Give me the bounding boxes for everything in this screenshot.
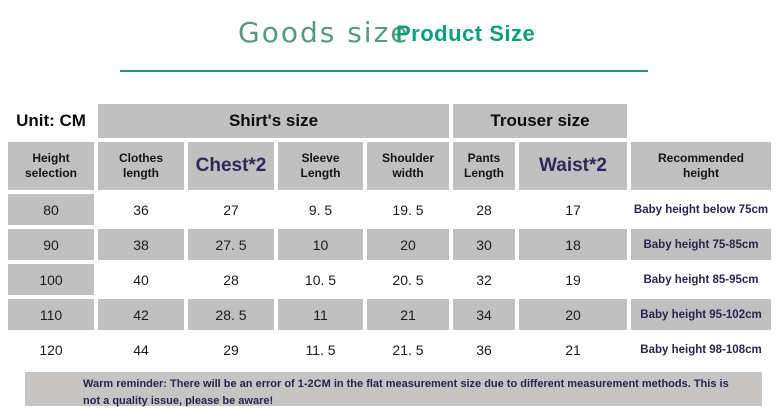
sleeve-length-cell: 11 (278, 299, 363, 330)
height-cell: 80 (8, 194, 94, 225)
col-header-clothes-length: Clothes length (98, 142, 184, 190)
height-cell: 120 (39, 341, 63, 358)
waist-cell: 21 (565, 341, 581, 358)
pants-length-cell: 36 (476, 341, 492, 358)
col-header-shoulder-width: Shoulder width (367, 142, 449, 190)
table-row-120: 120 44 29 11. 5 21. 5 36 21 Baby height … (8, 334, 771, 365)
chest-cell: 28. 5 (188, 299, 274, 330)
waist-cell: 18 (519, 229, 627, 260)
goods-size-subtitle: Goods size (238, 16, 410, 49)
chest-cell: 29 (223, 341, 239, 358)
col-header-sleeve-length: Sleeve Length (278, 142, 363, 190)
clothes-length-cell: 40 (133, 271, 149, 288)
warm-reminder-note: Warm reminder: There will be an error of… (25, 372, 762, 407)
unit-label: Unit: CM (16, 111, 86, 130)
shirt-size-group-header: Shirt's size (98, 104, 449, 138)
height-cell: 90 (8, 229, 94, 260)
col-header-height-selection: Height selection (8, 142, 94, 190)
sleeve-length-cell: 11. 5 (305, 341, 336, 358)
size-table: Unit: CM Shirt's size Trouser size Heigh… (4, 100, 775, 369)
clothes-length-cell: 36 (133, 201, 149, 218)
recommended-height-cell: Baby height 75-85cm (631, 229, 771, 260)
col-header-pants-length: Pants Length (453, 142, 515, 190)
chest-cell: 28 (223, 271, 239, 288)
table-row-100: 100 40 28 10. 5 20. 5 32 19 Baby height … (8, 264, 771, 295)
col-header-chest: Chest*2 (188, 142, 274, 190)
table-row-80: 80 36 27 9. 5 19. 5 28 17 Baby height be… (8, 194, 771, 225)
chest-cell: 27. 5 (188, 229, 274, 260)
shoulder-width-cell: 20 (367, 229, 449, 260)
shoulder-width-cell: 20. 5 (392, 271, 424, 288)
recommended-height-cell: Baby height 85-95cm (643, 273, 759, 286)
col-header-recommended-height: Recommended height (631, 142, 771, 190)
table-row-90: 90 38 27. 5 10 20 30 18 Baby height 75-8… (8, 229, 771, 260)
group-header-row: Unit: CM Shirt's size Trouser size (8, 104, 771, 138)
recommended-height-cell: Baby height below 75cm (633, 203, 769, 216)
waist-cell: 19 (565, 271, 581, 288)
waist-cell: 20 (519, 299, 627, 330)
pants-length-cell: 30 (453, 229, 515, 260)
pants-length-cell: 28 (476, 201, 492, 218)
chest-cell: 27 (223, 201, 239, 218)
pants-length-cell: 34 (453, 299, 515, 330)
clothes-length-cell: 44 (133, 341, 149, 358)
col-header-waist: Waist*2 (519, 142, 627, 190)
header-divider-line (120, 70, 648, 72)
clothes-length-cell: 42 (98, 299, 184, 330)
sleeve-length-cell: 10 (278, 229, 363, 260)
height-cell: 110 (8, 299, 94, 330)
trouser-size-group-header: Trouser size (453, 104, 627, 138)
height-cell: 100 (8, 264, 94, 295)
waist-cell: 17 (565, 201, 581, 218)
shoulder-width-cell: 21 (367, 299, 449, 330)
group-header-spacer (631, 104, 771, 138)
recommended-height-cell: Baby height 98-108cm (640, 343, 762, 356)
clothes-length-cell: 38 (98, 229, 184, 260)
column-header-row: Height selection Clothes length Chest*2 … (8, 142, 771, 190)
pants-length-cell: 32 (476, 271, 492, 288)
table-row-110: 110 42 28. 5 11 21 34 20 Baby height 95-… (8, 299, 771, 330)
shoulder-width-cell: 19. 5 (392, 201, 424, 218)
shoulder-width-cell: 21. 5 (392, 341, 424, 358)
sleeve-length-cell: 10. 5 (304, 271, 337, 288)
sleeve-length-cell: 9. 5 (308, 201, 333, 218)
recommended-height-cell: Baby height 95-102cm (631, 299, 771, 330)
product-size-title: Product Size (396, 21, 536, 46)
